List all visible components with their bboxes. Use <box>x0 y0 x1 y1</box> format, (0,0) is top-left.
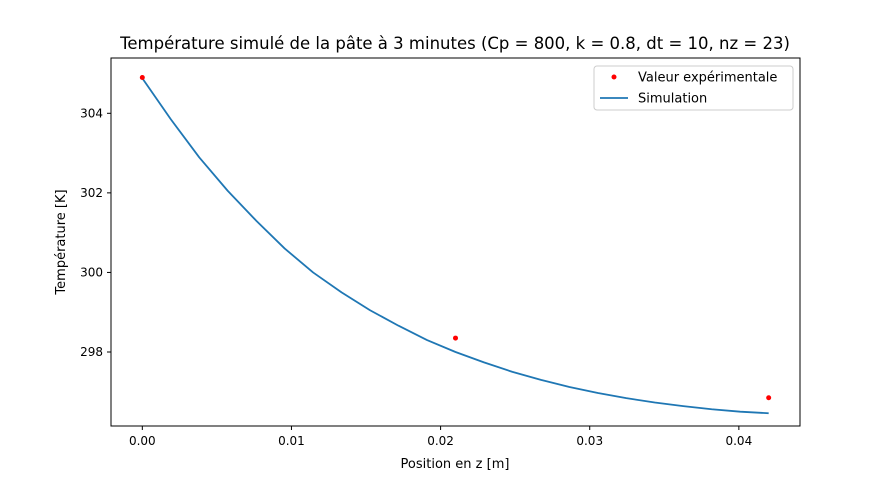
y-tick-label: 298 <box>80 345 103 359</box>
x-tick-label: 0.04 <box>725 434 752 448</box>
chart-title: Température simulé de la pâte à 3 minute… <box>119 34 790 53</box>
x-tick-label: 0.03 <box>576 434 603 448</box>
y-tick-label: 304 <box>80 106 103 120</box>
legend-box <box>593 65 794 111</box>
experimental-point <box>139 74 145 80</box>
y-tick-label: 302 <box>80 186 103 200</box>
y-axis-label: Température [K] <box>54 189 69 295</box>
y-axis: 298 300 302 304 <box>80 106 111 359</box>
y-tick-label: 300 <box>80 265 103 279</box>
experimental-point <box>766 395 772 401</box>
x-axis: 0.00 0.01 0.02 0.03 0.04 <box>129 426 752 448</box>
legend-marker-experimental <box>611 74 617 80</box>
legend-label-simulation: Simulation <box>638 92 707 107</box>
experimental-point <box>453 335 458 341</box>
plot-area-frame <box>110 57 801 427</box>
data-series <box>139 74 772 415</box>
legend: Valeur expérimentale Simulation <box>593 65 794 111</box>
x-tick-label: 0.01 <box>278 434 305 448</box>
legend-label-experimental: Valeur expérimentale <box>638 71 777 86</box>
x-tick-label: 0.02 <box>427 434 454 448</box>
x-tick-label: 0.00 <box>129 434 156 448</box>
simulation-line <box>141 77 769 415</box>
x-axis-label: Position en z [m] <box>401 457 510 472</box>
